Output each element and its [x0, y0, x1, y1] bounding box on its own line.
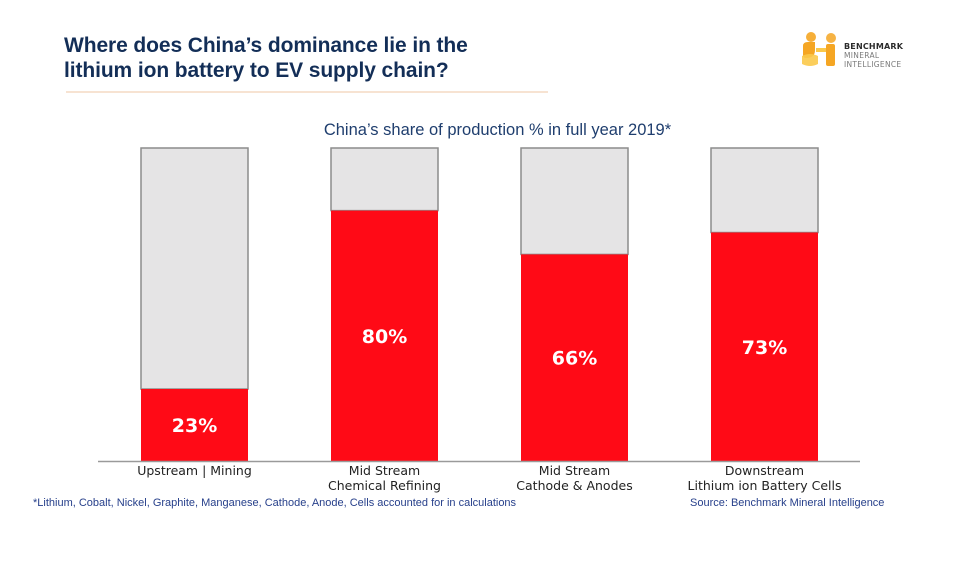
- bar-group: 23% Upstream | Mining: [137, 147, 252, 478]
- benchmark-logo-icon: [802, 32, 836, 66]
- chart-title: China’s share of production % in full ye…: [323, 121, 672, 139]
- source-note: Source: Benchmark Mineral Intelligence: [690, 497, 885, 509]
- slide-title: Where does China’s dominance lie in the …: [64, 33, 584, 83]
- title-divider: [66, 91, 548, 93]
- category-label: Downstream: [725, 463, 804, 478]
- data-label: 80%: [362, 326, 407, 348]
- bar-rest-of-world: [330, 147, 439, 212]
- logo-line-3: INTELLIGENCE: [844, 60, 902, 69]
- category-label: Lithium ion Battery Cells: [688, 478, 842, 493]
- logo-line-2: MINERAL: [844, 51, 880, 60]
- benchmark-logo: BENCHMARK MINERAL INTELLIGENCE: [800, 28, 940, 78]
- bar-china: [711, 232, 818, 461]
- slide-title-line-2: lithium ion battery to EV supply chain?: [64, 59, 449, 82]
- bar-rest-of-world: [520, 147, 629, 256]
- category-label: Cathode & Anodes: [516, 478, 632, 493]
- logo-line-1: BENCHMARK: [844, 42, 904, 51]
- category-label: Chemical Refining: [328, 478, 441, 493]
- bar-china: [521, 254, 628, 461]
- benchmark-logo-text: BENCHMARK MINERAL INTELLIGENCE: [844, 42, 903, 69]
- category-label: Upstream | Mining: [137, 463, 252, 478]
- category-label: Mid Stream: [349, 463, 420, 478]
- footnote: *Lithium, Cobalt, Nickel, Graphite, Mang…: [33, 497, 517, 509]
- category-label: Mid Stream: [539, 463, 610, 478]
- bar-rest-of-world: [710, 147, 819, 234]
- bar-china: [331, 210, 438, 461]
- bar-china: [141, 389, 248, 461]
- data-label: 66%: [552, 348, 597, 370]
- data-label: 73%: [742, 337, 787, 359]
- bar-rest-of-world: [140, 147, 249, 390]
- data-label: 23%: [172, 415, 217, 437]
- slide-title-line-1: Where does China’s dominance lie in the: [64, 34, 468, 57]
